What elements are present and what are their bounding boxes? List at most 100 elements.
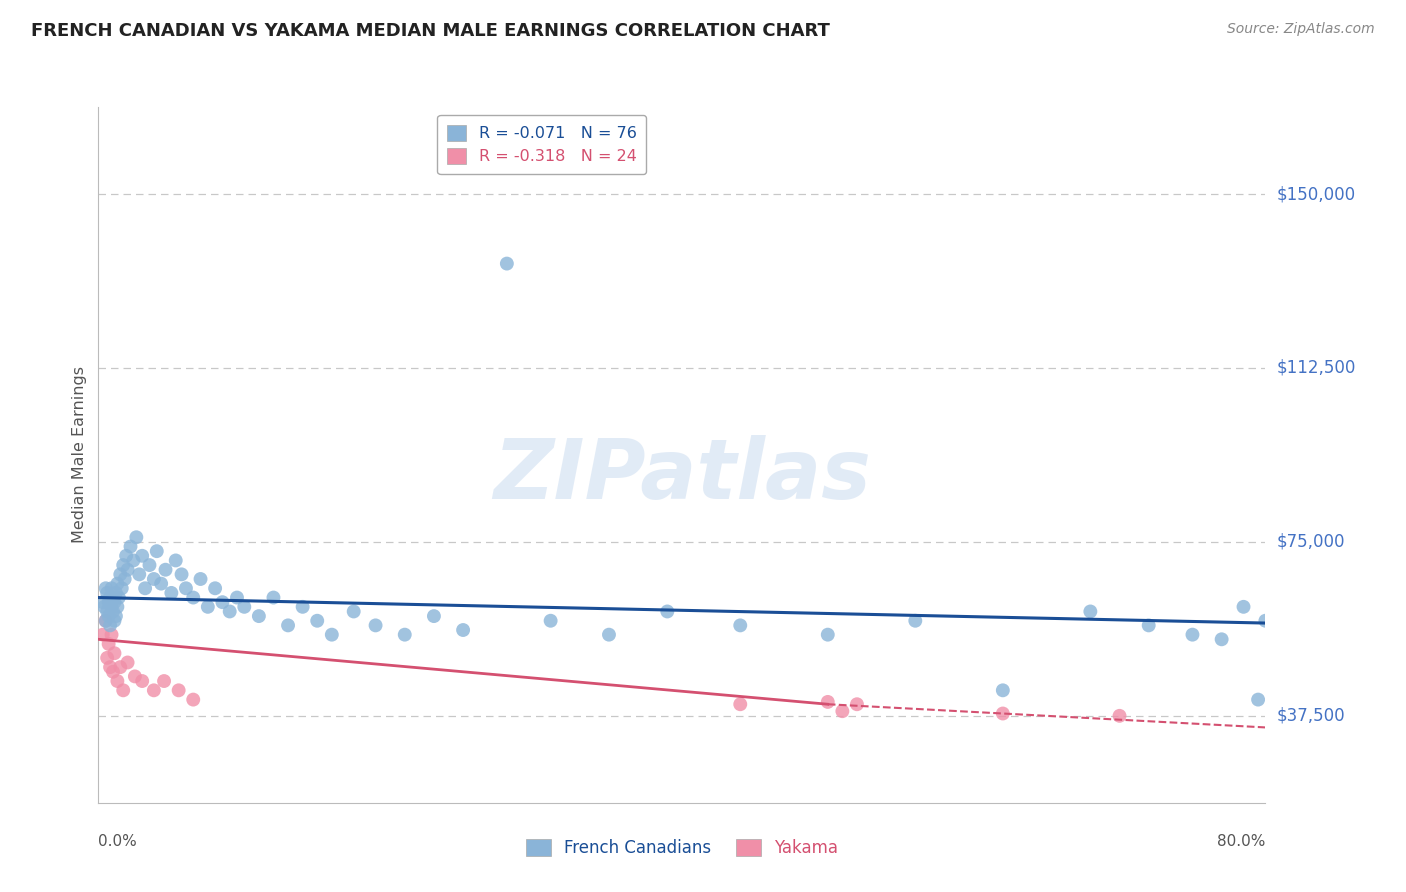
Point (181, 591, 204, 605)
Point (96, 586, 118, 600)
Point (1080, 605, 1102, 619)
Point (101, 591, 124, 605)
Point (117, 563, 139, 577)
Point (364, 618, 387, 632)
Point (91, 595, 114, 609)
Point (103, 595, 125, 609)
Text: $37,500: $37,500 (1277, 706, 1346, 725)
Point (817, 695, 839, 709)
Point (131, 549, 153, 563)
Text: $112,500: $112,500 (1277, 359, 1355, 377)
Point (131, 674, 153, 689)
Point (98, 660, 121, 674)
Point (100, 599, 122, 614)
Point (98, 591, 121, 605)
Point (831, 704, 853, 718)
Point (1181, 628, 1204, 642)
Y-axis label: Median Male Earnings: Median Male Earnings (72, 367, 87, 543)
Point (142, 572, 165, 586)
Point (451, 623, 474, 637)
Point (94, 614, 117, 628)
Point (307, 614, 329, 628)
Point (728, 698, 751, 712)
Point (91, 628, 114, 642)
Point (181, 692, 204, 706)
Point (1247, 692, 1270, 706)
Point (94, 582, 117, 596)
Point (247, 609, 270, 624)
Text: 0.0%: 0.0% (98, 834, 138, 849)
Point (170, 567, 193, 582)
Point (343, 605, 366, 619)
Text: Source: ZipAtlas.com: Source: ZipAtlas.com (1227, 22, 1375, 37)
Point (845, 698, 868, 712)
Legend: French Canadians, Yakama: French Canadians, Yakama (519, 832, 845, 864)
Point (115, 549, 138, 563)
Point (598, 628, 620, 642)
Text: $75,000: $75,000 (1277, 533, 1346, 551)
Point (291, 599, 314, 614)
Point (321, 628, 343, 642)
Point (101, 665, 124, 679)
Point (174, 582, 197, 596)
Point (277, 618, 299, 632)
Point (167, 683, 190, 698)
Point (97, 595, 120, 609)
Point (117, 656, 139, 670)
Point (128, 567, 150, 582)
Point (96, 605, 118, 619)
Text: $150,000: $150,000 (1277, 185, 1355, 203)
Text: FRENCH CANADIAN VS YAKAMA MEDIAN MALE EARNINGS CORRELATION CHART: FRENCH CANADIAN VS YAKAMA MEDIAN MALE EA… (31, 22, 830, 40)
Point (657, 605, 679, 619)
Point (991, 706, 1014, 721)
Point (105, 674, 128, 689)
Point (94, 614, 117, 628)
Point (103, 614, 125, 628)
Point (991, 683, 1014, 698)
Point (197, 599, 219, 614)
Point (110, 567, 132, 582)
Point (1108, 708, 1130, 723)
Point (97, 609, 120, 624)
Point (111, 582, 134, 596)
Point (540, 614, 562, 628)
Point (211, 595, 233, 609)
Point (110, 660, 132, 674)
Point (104, 609, 127, 624)
Point (817, 628, 839, 642)
Point (190, 572, 212, 586)
Point (904, 614, 927, 628)
Point (124, 669, 146, 683)
Point (105, 599, 128, 614)
Point (93, 599, 115, 614)
Point (153, 674, 176, 689)
Point (423, 609, 446, 624)
Point (1211, 632, 1233, 647)
Point (125, 530, 148, 544)
Point (142, 683, 165, 698)
Point (108, 591, 131, 605)
Text: 80.0%: 80.0% (1218, 834, 1265, 849)
Point (495, 257, 517, 271)
Point (98, 618, 121, 632)
Point (233, 599, 256, 614)
Point (104, 586, 127, 600)
Text: ZIPatlas: ZIPatlas (494, 435, 870, 516)
Point (155, 563, 177, 577)
Point (150, 576, 173, 591)
Point (97, 637, 120, 651)
Point (218, 605, 240, 619)
Point (112, 558, 135, 573)
Point (100, 628, 122, 642)
Point (1137, 618, 1160, 632)
Point (728, 618, 751, 632)
Point (146, 544, 169, 558)
Point (100, 582, 122, 596)
Point (134, 582, 156, 596)
Point (105, 576, 128, 591)
Point (394, 628, 416, 642)
Point (160, 586, 183, 600)
Point (120, 540, 142, 554)
Point (165, 553, 187, 567)
Point (1254, 614, 1277, 628)
